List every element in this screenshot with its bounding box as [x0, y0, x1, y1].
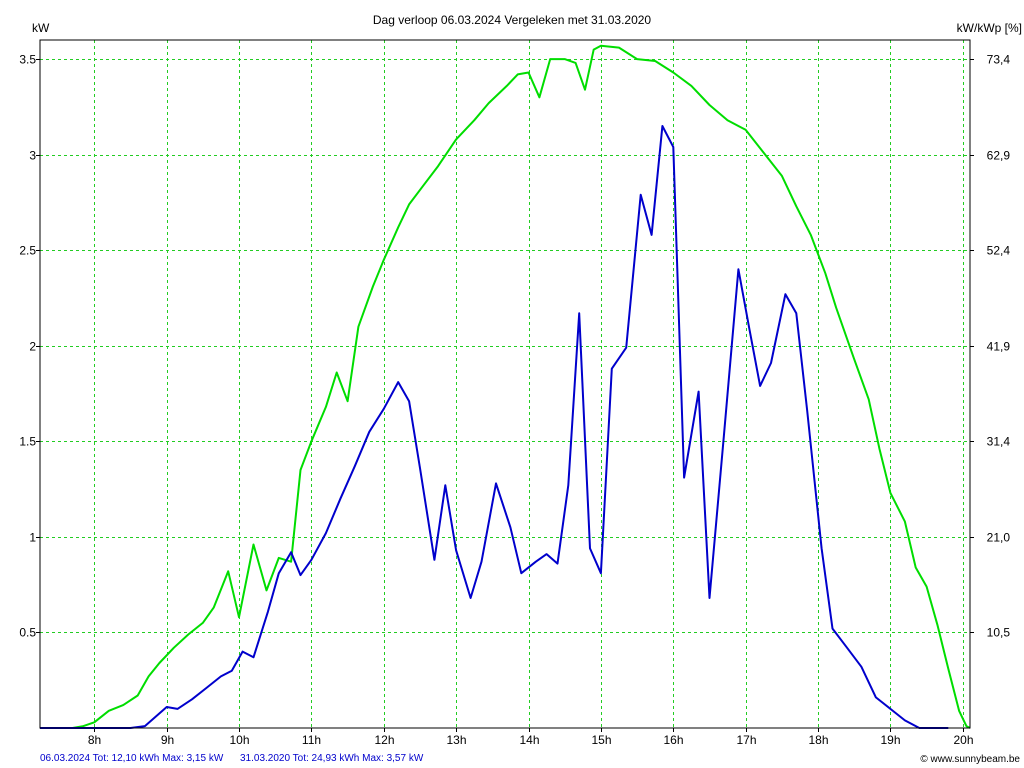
grid	[40, 40, 970, 728]
x-tick-label: 9h	[161, 733, 174, 747]
y-tick-label-right: 62,9	[987, 149, 1011, 163]
y-tick-label-left: 2	[29, 340, 36, 354]
x-tick-label: 11h	[302, 733, 321, 747]
chart-title: Dag verloop 06.03.2024 Vergeleken met 31…	[373, 13, 652, 27]
y-tick-label-left: 3.5	[19, 53, 36, 67]
x-tick-label: 18h	[808, 733, 828, 747]
x-tick-label: 17h	[736, 733, 756, 747]
x-tick-label: 20h	[953, 733, 973, 747]
y-tick-label-right: 10,5	[987, 626, 1011, 640]
x-tick-label: 8h	[88, 733, 101, 747]
x-tick-label: 10h	[229, 733, 249, 747]
y-tick-label-left: 2.5	[19, 244, 36, 258]
legend-summary-2024: 06.03.2024 Tot: 12,10 kWh Max: 3,15 kW	[40, 753, 224, 764]
y-tick-label-right: 31,4	[987, 435, 1011, 449]
y-tick-label-left: 1.5	[19, 435, 36, 449]
x-tick-label: 14h	[519, 733, 539, 747]
x-tick-label: 13h	[446, 733, 466, 747]
series-line-06-03-2024	[40, 125, 949, 729]
y-tick-label-left: 1	[29, 531, 36, 545]
series-lines	[40, 44, 971, 729]
plot-frame	[39, 39, 971, 729]
copyright-text: © www.sunnybeam.be	[920, 754, 1020, 765]
y-tick-label-right: 41,9	[987, 340, 1011, 354]
axis-ticks: 8h 9h 10h 11h 12h 13h 14h 15h 16h 17h 18h 19h 20h 0.5…	[19, 53, 1010, 748]
y-tick-label-right: 73,4	[987, 53, 1011, 67]
x-tick-label: 16h	[663, 733, 683, 747]
y-axis-left-label: kW	[32, 21, 50, 35]
legend-summary-2020: 31.03.2020 Tot: 24,93 kWh Max: 3,57 kW	[240, 753, 424, 764]
series-line-31-03-2020	[40, 44, 971, 729]
y-axis-right-label: kW/kWp [%]	[957, 21, 1022, 35]
y-tick-label-right: 52,4	[987, 244, 1011, 258]
x-tick-label: 12h	[374, 733, 394, 747]
y-tick-label-left: 0.5	[19, 626, 36, 640]
y-tick-label-right: 21,0	[987, 531, 1011, 545]
x-tick-label: 19h	[880, 733, 900, 747]
y-tick-label-left: 3	[29, 149, 36, 163]
x-tick-label: 15h	[591, 733, 611, 747]
